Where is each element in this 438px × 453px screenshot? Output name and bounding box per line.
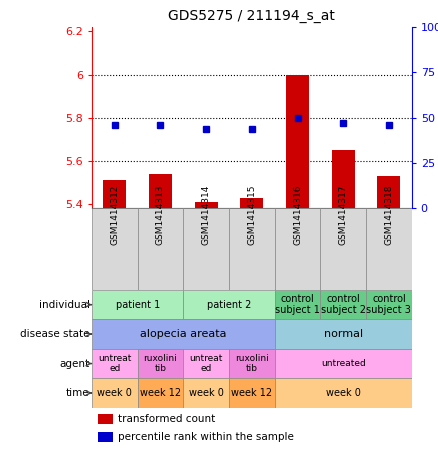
Text: ruxolini
tib: ruxolini tib [235,354,269,373]
Bar [366,290,412,319]
Text: disease state: disease state [20,329,90,339]
Bar [240,198,263,208]
Bar [92,378,138,408]
Bar [275,290,320,319]
Bar [184,208,229,290]
Bar [275,349,412,378]
Bar [149,174,172,208]
Bar [332,150,355,208]
Bar [92,290,184,319]
Bar [99,414,113,424]
Bar [320,208,366,290]
Text: GSM1414313: GSM1414313 [156,184,165,245]
Text: control
subject 1: control subject 1 [275,294,320,315]
Text: individual: individual [39,299,90,310]
Text: time: time [66,388,90,398]
Text: percentile rank within the sample: percentile rank within the sample [117,432,293,442]
Bar [275,208,320,290]
Text: normal: normal [324,329,363,339]
Bar [92,319,275,349]
Text: week 12: week 12 [231,388,272,398]
Bar [92,349,138,378]
Title: GDS5275 / 211194_s_at: GDS5275 / 211194_s_at [169,10,335,24]
Text: control
subject 3: control subject 3 [367,294,411,315]
Text: week 0: week 0 [189,388,224,398]
Text: GSM1414314: GSM1414314 [201,185,211,245]
Bar [138,349,184,378]
Bar [103,180,126,208]
Bar [184,378,229,408]
Bar [138,208,184,290]
Text: GSM1414315: GSM1414315 [247,184,256,245]
Text: week 12: week 12 [140,388,181,398]
Text: GSM1414318: GSM1414318 [385,184,393,245]
Text: untreated: untreated [321,359,366,368]
Bar [195,202,218,208]
Bar [286,75,309,208]
Bar [138,378,184,408]
Bar [229,208,275,290]
Bar [366,208,412,290]
Bar [99,432,113,442]
Text: GSM1414316: GSM1414316 [293,184,302,245]
Bar [184,349,229,378]
Text: agent: agent [60,358,90,369]
Bar [275,319,412,349]
Bar [229,349,275,378]
Text: untreat
ed: untreat ed [98,354,131,373]
Text: GSM1414312: GSM1414312 [110,185,119,245]
Text: transformed count: transformed count [117,414,215,424]
Text: patient 1: patient 1 [116,299,160,310]
Text: GSM1414317: GSM1414317 [339,184,348,245]
Text: alopecia areata: alopecia areata [140,329,226,339]
Text: patient 2: patient 2 [207,299,251,310]
Text: untreat
ed: untreat ed [190,354,223,373]
Text: week 0: week 0 [326,388,360,398]
Bar [378,176,400,208]
Text: control
subject 2: control subject 2 [321,294,366,315]
Text: week 0: week 0 [97,388,132,398]
Bar [92,208,138,290]
Bar [229,378,275,408]
Bar [275,378,412,408]
Bar [320,290,366,319]
Text: ruxolini
tib: ruxolini tib [144,354,177,373]
Bar [184,290,275,319]
